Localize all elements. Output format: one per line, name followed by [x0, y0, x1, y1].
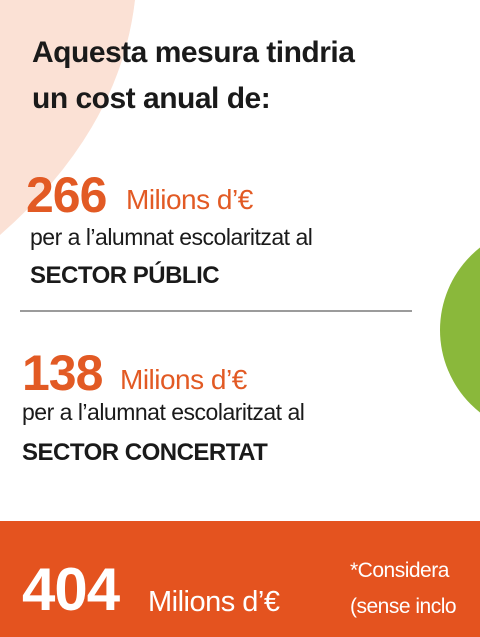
- heading-line: Aquesta mesura tindria: [32, 36, 355, 69]
- total-unit: Milions d’€: [148, 586, 280, 618]
- sector: SECTOR PÚBLIC: [30, 262, 220, 289]
- total-amount: 404: [22, 556, 120, 623]
- amount: 138: [22, 345, 103, 401]
- amount: 266: [26, 167, 107, 223]
- unit: Milions d’€: [126, 184, 253, 215]
- total-band: [0, 521, 480, 637]
- sector: SECTOR CONCERTAT: [22, 439, 268, 466]
- unit: Milions d’€: [120, 364, 247, 395]
- heading-line: un cost anual de:: [32, 82, 271, 115]
- peach-shape: [0, 0, 135, 235]
- green-circle: [440, 247, 480, 413]
- note-line: *Considera: [350, 559, 449, 582]
- description: per a l’alumnat escolaritzat al: [30, 224, 313, 250]
- description: per a l’alumnat escolaritzat al: [22, 399, 305, 425]
- note-line: (sense inclo: [350, 595, 457, 618]
